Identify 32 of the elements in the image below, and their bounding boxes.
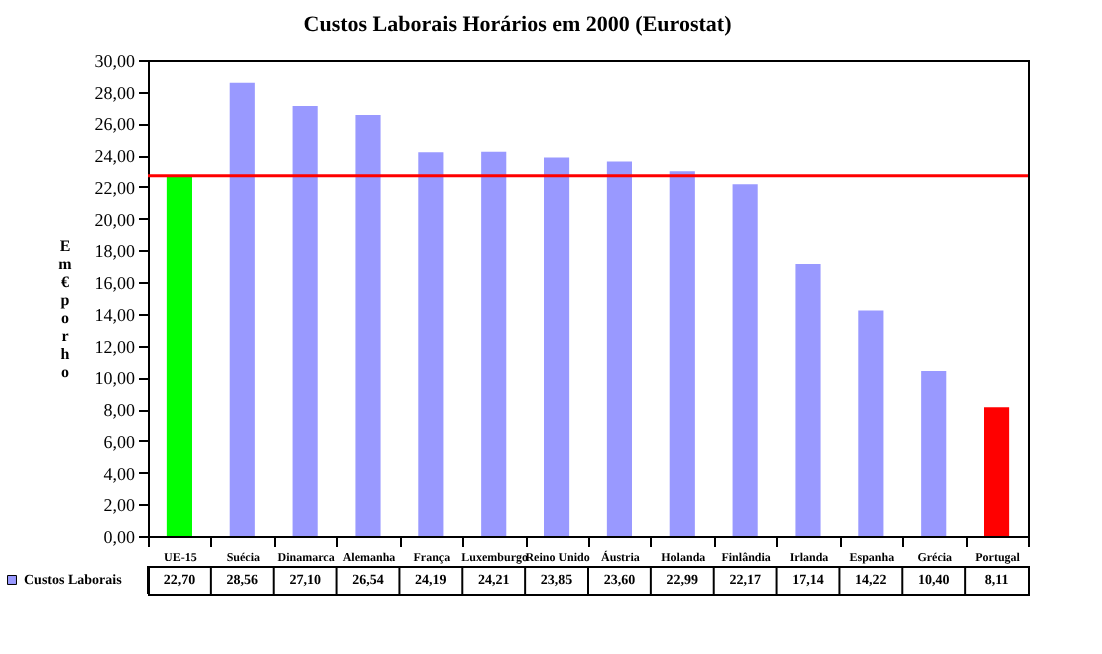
bar <box>984 407 1010 536</box>
y-tick-label: 12,00 <box>94 336 136 357</box>
y-tick-label: 24,00 <box>94 146 136 167</box>
y-tick-label: 18,00 <box>94 241 136 262</box>
chart-title: Custos Laborais Horários em 2000 (Eurostat) <box>303 13 733 37</box>
y-tick-label: 22,00 <box>94 177 136 198</box>
bar <box>166 175 192 536</box>
y-tick-label: 6,00 <box>103 431 136 452</box>
bar <box>858 310 884 536</box>
bar <box>229 82 255 536</box>
y-tick-label: 4,00 <box>103 463 136 484</box>
y-tick-label: 28,00 <box>94 82 136 103</box>
bar <box>669 171 695 536</box>
y-tick-label: 2,00 <box>103 495 136 516</box>
y-tick-label: 0,00 <box>103 527 136 547</box>
bar <box>795 264 821 536</box>
y-tick-label: 30,00 <box>94 51 136 71</box>
bar <box>355 114 381 536</box>
y-axis-title: Em € por ho <box>58 237 73 381</box>
bar <box>732 184 758 536</box>
y-tick-label: 8,00 <box>103 400 136 421</box>
y-tick-label: 14,00 <box>94 304 136 325</box>
y-tick-label: 20,00 <box>94 209 136 230</box>
bar <box>481 151 507 536</box>
y-tick-label: 26,00 <box>94 114 136 135</box>
y-tick-label: 10,00 <box>94 368 136 389</box>
bar <box>418 152 444 536</box>
bar <box>606 161 632 536</box>
bar <box>544 157 570 536</box>
bar <box>921 370 947 536</box>
y-tick-label: 16,00 <box>94 273 136 294</box>
bar <box>292 106 318 536</box>
